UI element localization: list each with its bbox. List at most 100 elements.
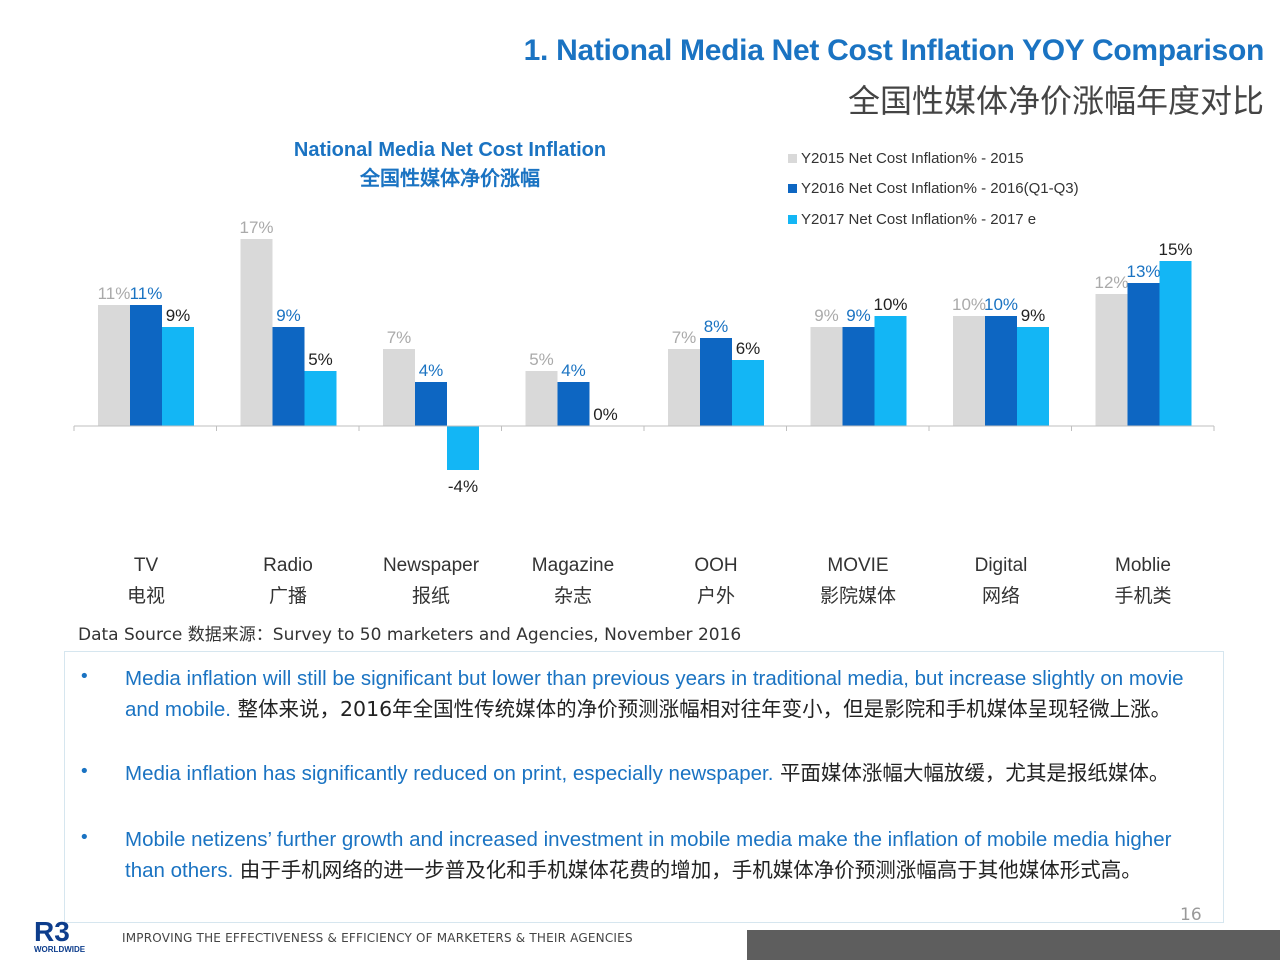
bar-ooh-s3 [732,360,764,426]
note-1-cn: 整体来说，2016年全国性传统媒体的净价预测涨幅相对往年变小，但是影院和手机媒体… [237,697,1172,721]
data-label-tv-s2: 11% [130,284,163,303]
data-label-moblie-s2: 13% [1126,262,1160,281]
bullet-icon: • [79,761,90,782]
page-number: 16 [1180,905,1202,925]
note-1-en: Media inflation will still be significan… [125,667,1184,721]
svg-text:R3: R3 [34,916,70,947]
category-label-cn: 影院媒体 [819,585,896,607]
category-label-en: Moblie [1115,555,1171,576]
chart-legend: Y2015 Net Cost Inflation% - 2015 Y2016 N… [788,143,1079,235]
bar-movie-s2 [842,327,875,426]
bar-magazine-s2 [557,382,590,426]
data-label-tv-s1: 11% [98,284,131,303]
bar-movie-s1 [810,327,843,426]
bar-ooh-s2 [700,338,732,426]
category-label-cn: 手机类 [1114,585,1172,607]
notes-box: • Media inflation will still be signific… [64,651,1224,923]
data-label-moblie-s1: 12% [1094,273,1128,292]
bar-digital-s1 [953,316,985,426]
data-label-ooh-s3: 6% [736,339,761,358]
bar-digital-s2 [985,316,1017,426]
svg-text:WORLDWIDE: WORLDWIDE [34,945,86,954]
legend-item-2015: Y2015 Net Cost Inflation% - 2015 [788,143,1079,174]
bar-moblie-s2 [1127,283,1160,426]
bar-moblie-s1 [1095,294,1128,426]
note-3-en: Mobile netizens’ further growth and incr… [125,828,1172,882]
category-label-en: OOH [694,555,738,576]
legend-item-2016: Y2016 Net Cost Inflation% - 2016(Q1-Q3) [788,174,1079,205]
bar-radio-s2 [272,327,305,426]
legend-label-2016: Y2016 Net Cost Inflation% - 2016(Q1-Q3) [801,180,1079,198]
category-label-en: Newspaper [382,555,480,576]
category-label-cn: 电视 [126,585,165,607]
note-3: Mobile netizens’ further growth and incr… [125,824,1215,886]
category-label-cn: 杂志 [553,585,592,607]
category-label-radio: Radio 广播 [213,550,363,612]
data-label-newspaper-s3: -4% [448,477,478,496]
bar-newspaper-s3 [447,426,479,470]
data-label-radio-s3: 5% [308,350,333,369]
bar-chart: 11% 11%9%17%9%5%7%4%-4%5%4%0%7%8%6%9% 9%10… [73,218,1215,496]
bullet-icon: • [79,827,90,848]
bar-radio-s1 [240,239,273,426]
data-label-digital-s3: 9% [1021,306,1046,325]
data-label-movie-s1: 9% [814,306,839,325]
note-3-cn: 由于手机网络的进一步普及化和手机媒体花费的增加，手机媒体净价预测涨幅高于其他媒体… [239,858,1142,882]
note-2-en: Media inflation has significantly reduce… [125,762,774,785]
bar-magazine-s1 [525,371,558,426]
category-label-en: Radio [263,555,313,576]
chart-title: National Media Net Cost Inflation 全国性媒体净… [250,136,650,194]
category-label-newspaper: Newspaper 报纸 [356,550,506,612]
data-source: Data Source 数据来源：Survey to 50 marketers … [78,625,742,645]
bar-tv-s1 [98,305,130,426]
legend-label-2015: Y2015 Net Cost Inflation% - 2015 [801,149,1024,167]
bar-tv-s2 [130,305,162,426]
note-2: Media inflation has significantly reduce… [125,758,1215,789]
data-label-digital-s2: 10% [984,295,1018,314]
category-label-digital: Digital 网络 [926,550,1076,612]
data-label-movie-s3: 10% [873,295,907,314]
bar-moblie-s3 [1159,261,1192,426]
bar-newspaper-s2 [415,382,447,426]
category-label-ooh: OOH 户外 [641,550,791,612]
data-label-newspaper-s1: 7% [387,328,412,347]
category-label-cn: 广播 [268,585,307,607]
category-label-cn: 户外 [696,585,735,607]
chart-title-en: National Media Net Cost Inflation [293,139,607,161]
bar-ooh-s1 [668,349,700,426]
bar-digital-s3 [1017,327,1049,426]
data-label-ooh-s1: 7% [672,328,697,347]
legend-swatch-2015 [788,153,797,163]
bullet-icon: • [79,666,90,687]
category-label-en: MOVIE [827,555,889,576]
bar-tv-s3 [162,327,194,426]
category-label-cn: 网络 [981,585,1020,607]
category-label-magazine: Magazine 杂志 [498,550,648,612]
r3-logo: R3 WORLDWIDE [34,916,86,954]
data-label-digital-s1: 10% [952,295,986,314]
data-label-movie-s2: 9% [846,306,871,325]
category-label-tv: TV 电视 [71,550,221,612]
bar-movie-s3 [874,316,907,426]
data-label-moblie-s3: 15% [1158,240,1192,259]
note-1: Media inflation will still be significan… [125,663,1215,725]
footer-tagline: IMPROVING THE EFFECTIVENESS & EFFICIENCY… [122,931,633,945]
page-title: 1. National Media Net Cost Inflation YOY… [523,34,1265,67]
category-label-en: Magazine [531,555,615,576]
data-label-radio-s2: 9% [276,306,301,325]
note-2-cn: 平面媒体涨幅大幅放缓，尤其是报纸媒体。 [779,761,1170,785]
data-label-radio-s1: 17% [239,218,273,237]
legend-item-2017: Y2017 Net Cost Inflation% - 2017 e [788,204,1079,235]
legend-label-2017: Y2017 Net Cost Inflation% - 2017 e [801,210,1037,228]
category-label-movie: MOVIE 影院媒体 [783,550,933,612]
data-label-magazine-s2: 4% [561,361,586,380]
legend-swatch-2017 [788,214,797,224]
category-label-en: Digital [974,555,1028,576]
page-title-cn: 全国性媒体净价涨幅年度对比 [847,82,1264,120]
data-label-newspaper-s2: 4% [419,361,444,380]
category-label-cn: 报纸 [411,585,450,607]
bar-newspaper-s1 [383,349,415,426]
chart-subtitle-cn: 全国性媒体净价涨幅 [360,168,540,190]
category-label-en: TV [133,555,159,576]
bar-radio-s3 [304,371,337,426]
